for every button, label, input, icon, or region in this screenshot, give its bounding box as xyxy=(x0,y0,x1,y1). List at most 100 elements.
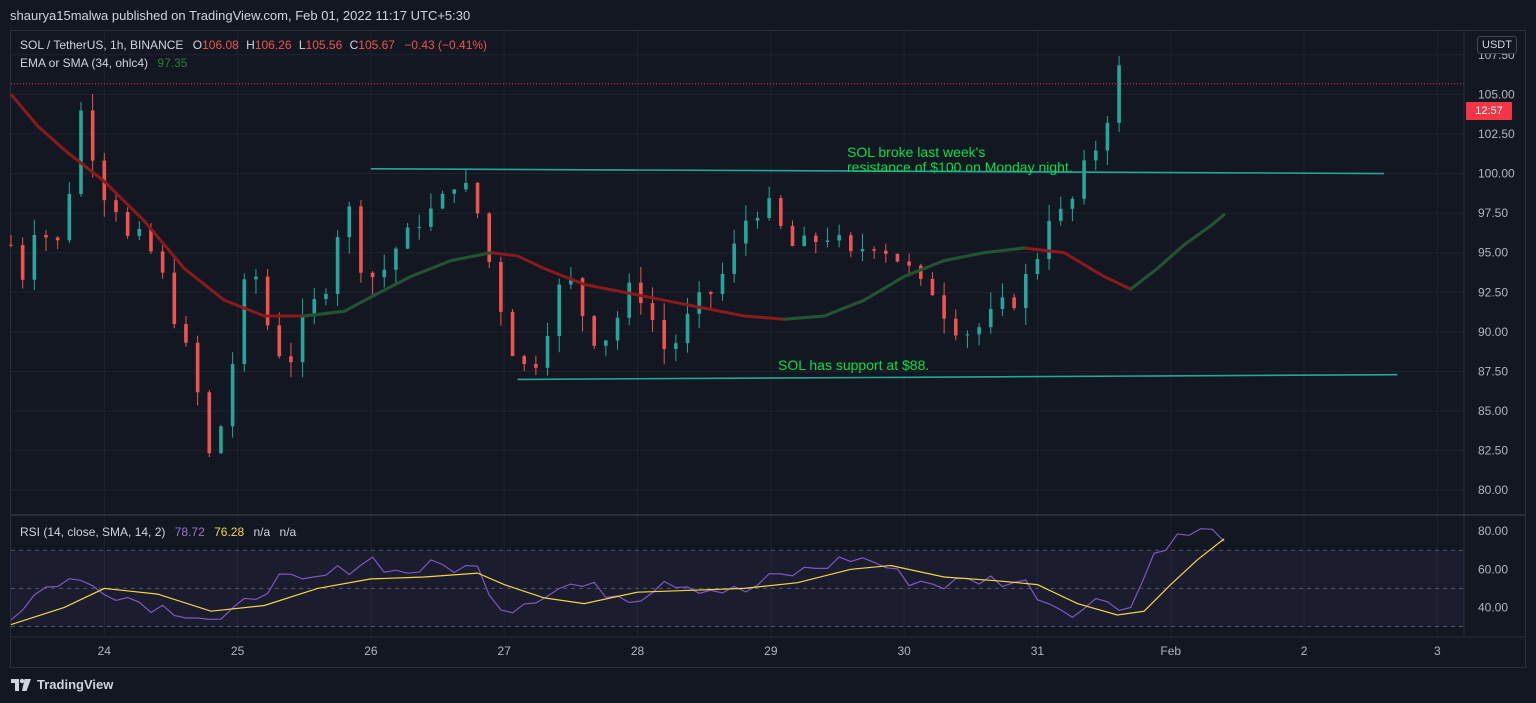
candle-body xyxy=(125,212,130,236)
ema-rising-segment xyxy=(1182,224,1213,247)
candle-body xyxy=(67,193,72,241)
rsi-tick-label: 60.00 xyxy=(1478,562,1508,576)
resistance-annotation: SOL broke last week's resistance of $100… xyxy=(847,145,1073,175)
candle-body xyxy=(720,273,725,294)
rsi-guide-lines xyxy=(11,549,1464,627)
candle-body xyxy=(32,235,37,280)
candle-body xyxy=(254,276,258,280)
candle-body xyxy=(475,182,480,214)
candle-body xyxy=(1047,220,1051,260)
candle-body xyxy=(1000,297,1005,309)
candle-body xyxy=(382,269,387,278)
candle-body xyxy=(953,318,958,336)
ema-rising-segment xyxy=(942,251,986,263)
candle-body xyxy=(744,220,748,244)
ema-rising-segment xyxy=(902,259,946,278)
candle-body xyxy=(55,237,60,241)
ema-rising-segment xyxy=(1129,267,1159,291)
candle-body xyxy=(965,334,970,336)
candle-body xyxy=(440,193,445,209)
candle-body xyxy=(405,227,410,249)
candles xyxy=(9,56,1121,458)
ema-rising-segment xyxy=(342,295,373,313)
candle-body xyxy=(499,261,503,312)
candle-body xyxy=(1023,274,1028,309)
candle-body xyxy=(557,284,562,336)
candle-body xyxy=(149,228,153,252)
candle-body xyxy=(918,265,923,279)
candle-body xyxy=(207,392,212,454)
candle-body xyxy=(814,235,818,243)
candle-body xyxy=(114,200,118,213)
price-tick-label: 80.00 xyxy=(1478,483,1508,497)
candle-body xyxy=(977,327,981,335)
low-label: L xyxy=(298,38,306,52)
price-tick-label: 92.50 xyxy=(1478,285,1508,299)
candle-body xyxy=(709,292,713,294)
support-line xyxy=(517,373,1398,381)
ema-rising-segment xyxy=(369,274,413,299)
candle-body xyxy=(464,182,468,190)
candle-body xyxy=(779,198,783,226)
candle-body xyxy=(942,295,946,319)
price-tick-label: 87.50 xyxy=(1478,364,1508,378)
candle-body xyxy=(674,343,678,349)
time-tick-label: 24 xyxy=(98,644,112,658)
rsi-axis: 80.00 60.00 40.00 xyxy=(1478,524,1508,614)
ema-rising-segment xyxy=(409,259,453,278)
candle-body xyxy=(534,363,538,368)
candle-body xyxy=(9,244,13,246)
price-tick-label: 82.50 xyxy=(1478,444,1508,458)
candle-body xyxy=(522,356,527,364)
symbol-legend: SOL / TetherUS, 1h, BINANCE O106.08 H106… xyxy=(20,38,487,52)
ema-value: 97.35 xyxy=(157,56,188,70)
candle-body xyxy=(312,299,317,315)
price-tick-label: 100.00 xyxy=(1478,167,1515,181)
chart-frame xyxy=(10,30,1526,668)
resistance-annotation-line-1: SOL broke last week's xyxy=(847,144,986,160)
candle-body xyxy=(697,292,701,314)
candle-body xyxy=(219,426,223,454)
candle-body xyxy=(755,217,760,221)
candle-body xyxy=(639,282,643,304)
ema-rising-segment xyxy=(822,298,866,318)
ema-line xyxy=(9,93,1226,321)
candle-body xyxy=(242,279,247,365)
rsi-tick-label: 40.00 xyxy=(1478,600,1508,614)
candle-body xyxy=(289,356,293,363)
ema-rising-segment xyxy=(449,251,493,263)
candle-body xyxy=(429,208,433,227)
footer-brand[interactable]: TradingView xyxy=(10,677,113,692)
candle-body xyxy=(615,317,620,341)
time-tick-label: 29 xyxy=(764,644,778,658)
time-axis: 24 25 26 27 28 29 30 31 Feb 2 3 xyxy=(98,644,1441,658)
price-tick-label: 85.00 xyxy=(1478,404,1508,418)
ema-rising-segment xyxy=(862,274,906,302)
currency-badge[interactable]: USDT xyxy=(1477,36,1517,54)
time-tick-label: 30 xyxy=(897,644,911,658)
symbol-label: SOL / TetherUS, 1h, BINANCE xyxy=(20,38,184,52)
candle-body xyxy=(195,342,200,393)
high-value: 106.26 xyxy=(254,38,292,52)
ema-rising-segment xyxy=(982,246,1026,255)
candle-body xyxy=(860,249,865,252)
candle-body xyxy=(837,235,841,241)
ema-rising-segment xyxy=(1155,243,1186,271)
candle-body xyxy=(732,243,736,274)
ema-rising-segment xyxy=(1209,213,1226,228)
candle-body xyxy=(1093,150,1098,161)
resistance-line xyxy=(370,167,1385,175)
candle-body xyxy=(883,250,888,254)
time-tick-label: 26 xyxy=(364,644,378,658)
candle-body xyxy=(592,316,596,346)
brand-label: TradingView xyxy=(37,677,114,692)
candle-body xyxy=(487,213,492,262)
candle-body xyxy=(300,314,305,363)
candle-body xyxy=(569,278,573,285)
candle-body xyxy=(662,320,666,349)
time-tick-label: 2 xyxy=(1301,644,1308,658)
candle-body xyxy=(1035,259,1040,275)
candle-body xyxy=(1070,198,1075,209)
candle-body xyxy=(90,110,95,161)
